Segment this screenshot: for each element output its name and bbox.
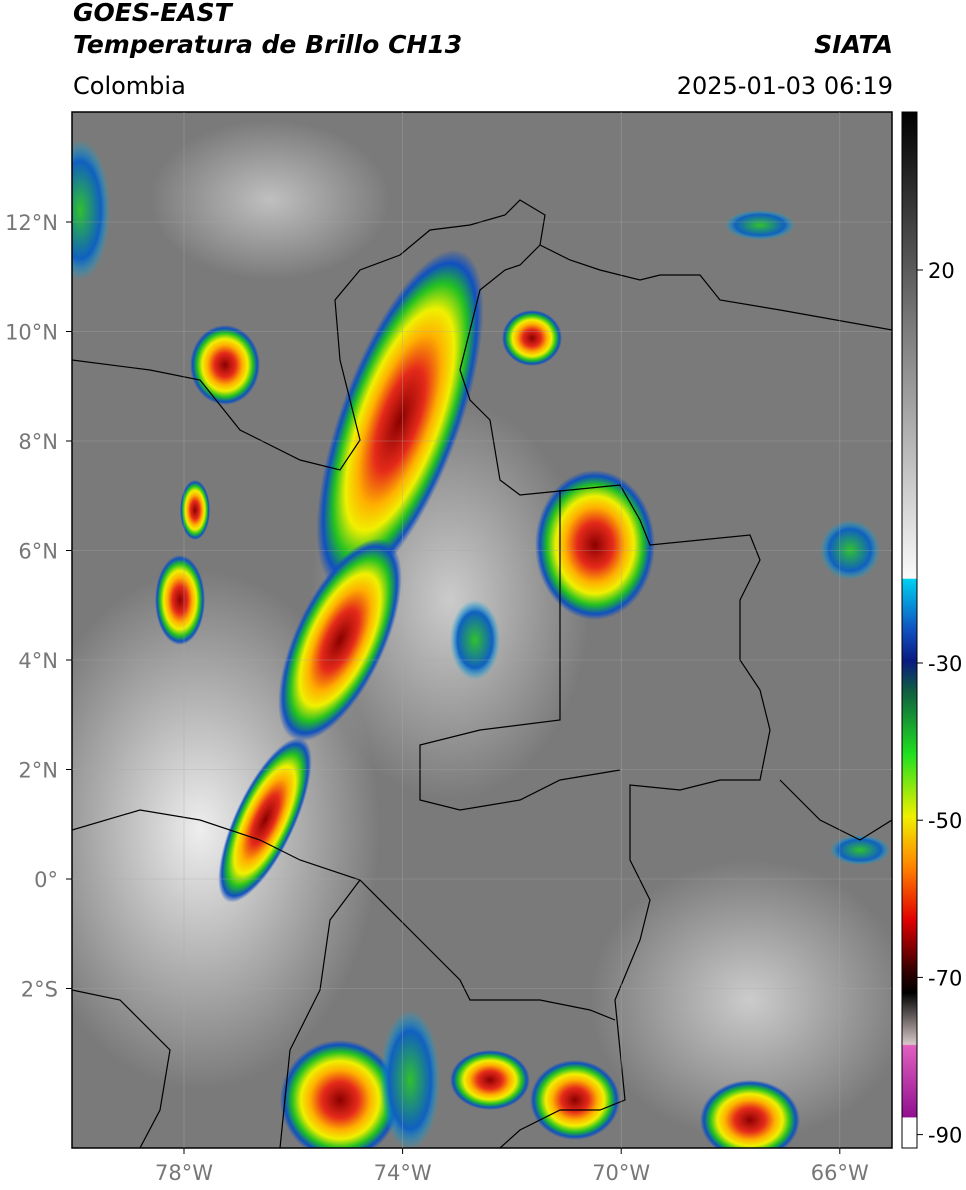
lat-label: 12°N — [5, 211, 58, 235]
colorbar-label: -50 — [928, 809, 962, 833]
map-frame — [71, 111, 893, 1149]
lat-label: 10°N — [5, 321, 58, 345]
lat-label: 2°N — [18, 759, 58, 783]
title: GOES-EAST — [73, 0, 232, 27]
lat-label: 0° — [34, 868, 58, 892]
lon-label: 70°W — [592, 1161, 650, 1185]
lon-label: 66°W — [811, 1161, 869, 1185]
lon-label: 78°W — [155, 1161, 213, 1185]
colorbar-label: -90 — [928, 1124, 962, 1148]
datetime: 2025-01-03 06:19 — [676, 72, 893, 100]
lat-label: 2°S — [21, 978, 58, 1002]
borders — [72, 199, 892, 1148]
lat-label: 6°N — [18, 540, 58, 564]
lat-label: 8°N — [18, 430, 58, 454]
colorbar-label: -30 — [928, 652, 962, 676]
lat-label: 4°N — [18, 649, 58, 673]
colorbar — [901, 111, 918, 1149]
lon-label: 74°W — [374, 1161, 432, 1185]
subtitle: Temperatura de Brillo CH13 — [73, 30, 463, 59]
colorbar-label: -70 — [928, 966, 962, 990]
satellite-imagery — [72, 112, 892, 1148]
colorbar-label: 20 — [928, 259, 955, 283]
source: SIATA — [814, 30, 893, 59]
region: Colombia — [73, 72, 186, 100]
